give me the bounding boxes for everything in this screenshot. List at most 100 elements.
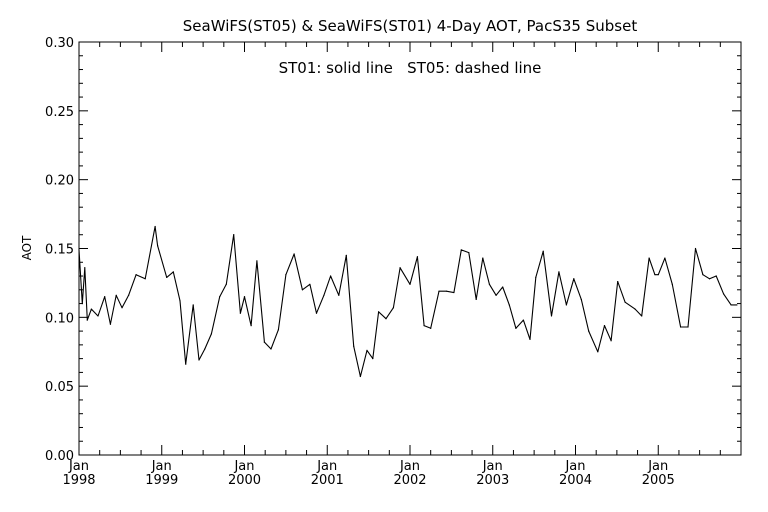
data-point [263,341,265,343]
data-point [475,298,477,301]
chart-title: SeaWiFS(ST05) & SeaWiFS(ST01) 4-Day AOT,… [183,17,638,35]
data-point [219,296,221,298]
data-point [179,300,181,302]
y-tick-label: 0.20 [45,174,74,189]
data-point [372,358,374,360]
data-point [192,304,194,306]
x-tick-year-label: 2003 [476,473,509,488]
data-point [198,359,200,361]
data-point [285,274,287,276]
data-point [301,289,304,291]
data-point [399,267,401,269]
x-axis: Jan1998Jan1999Jan2000Jan2001Jan2002Jan20… [62,42,721,488]
x-tick-month-label: Jan [564,459,585,474]
data-point [172,271,174,273]
data-point [495,294,497,296]
x-tick-year-label: 2000 [228,473,261,488]
x-tick-month-label: Jan [316,459,337,474]
y-tick-label: 0.05 [45,380,74,395]
data-point [580,298,582,301]
x-tick-year-label: 2004 [559,473,592,488]
data-point [86,319,88,321]
x-tick-month-label: Jan [647,459,668,474]
data-point [210,333,212,335]
data-point [239,312,241,314]
data-point [293,253,295,255]
y-tick-label: 0.00 [45,449,74,464]
data-point [515,327,517,329]
data-point [597,351,599,353]
y-tick-label: 0.25 [45,105,74,120]
data-point [225,283,227,285]
x-tick-year-label: 2005 [642,473,675,488]
data-point [353,345,355,347]
data-point [256,260,258,262]
data-point [90,308,93,310]
data-point [323,294,325,296]
series-layer [78,225,738,378]
data-point [715,275,717,277]
data-point [144,278,146,280]
y-axis-label: AOT [20,235,34,260]
data-point [522,319,524,321]
data-point [617,280,619,283]
data-point [366,349,368,351]
data-point [702,274,704,276]
data-point [736,304,738,306]
data-point [409,283,411,285]
data-point [730,304,732,306]
data-point [121,307,123,309]
data-point [445,290,448,292]
data-point [128,294,130,296]
data-point [345,254,347,256]
data-point [535,276,537,279]
data-point [482,257,484,259]
data-point [81,302,83,305]
data-point [338,294,340,296]
data-point [243,296,246,298]
data-point [679,326,682,328]
data-point [648,257,650,259]
data-point [315,312,318,314]
plot-frame [78,41,742,456]
x-tick-month-label: Jan [233,459,254,474]
data-point [664,257,666,259]
data-point [84,267,86,269]
data-point [135,274,137,276]
data-point [385,318,387,320]
data-point [565,304,567,306]
data-point [588,330,590,332]
data-point [416,256,419,258]
x-tick-year-label: 1998 [62,473,95,488]
data-point [157,245,159,247]
data-point [603,324,606,327]
data-point [109,323,112,325]
data-point [377,311,380,313]
data-point [277,329,280,331]
data-point [97,315,99,317]
data-point [185,363,187,365]
data-point [460,249,462,251]
y-tick-label: 0.15 [45,243,74,258]
data-point [233,234,235,236]
x-tick-month-label: Jan [68,459,89,474]
data-point [329,275,332,277]
data-point [694,247,697,250]
data-point [508,304,510,306]
data-point [115,294,117,296]
data-point [708,278,711,280]
line-style-note: ST01: solid line ST05: dashed line [279,59,542,77]
series-line-st01 [78,225,737,378]
data-point [550,315,553,317]
plot-area: ST01: solid line ST05: dashed line 0.00 0… [45,36,742,488]
data-point [542,250,544,252]
data-point [723,293,725,295]
data-point [558,271,560,273]
data-point [654,274,656,276]
data-point [250,324,252,327]
data-point [453,291,455,294]
data-point [610,340,612,342]
y-tick-label: 0.30 [45,36,74,51]
data-point [529,338,531,340]
data-point [573,278,575,280]
